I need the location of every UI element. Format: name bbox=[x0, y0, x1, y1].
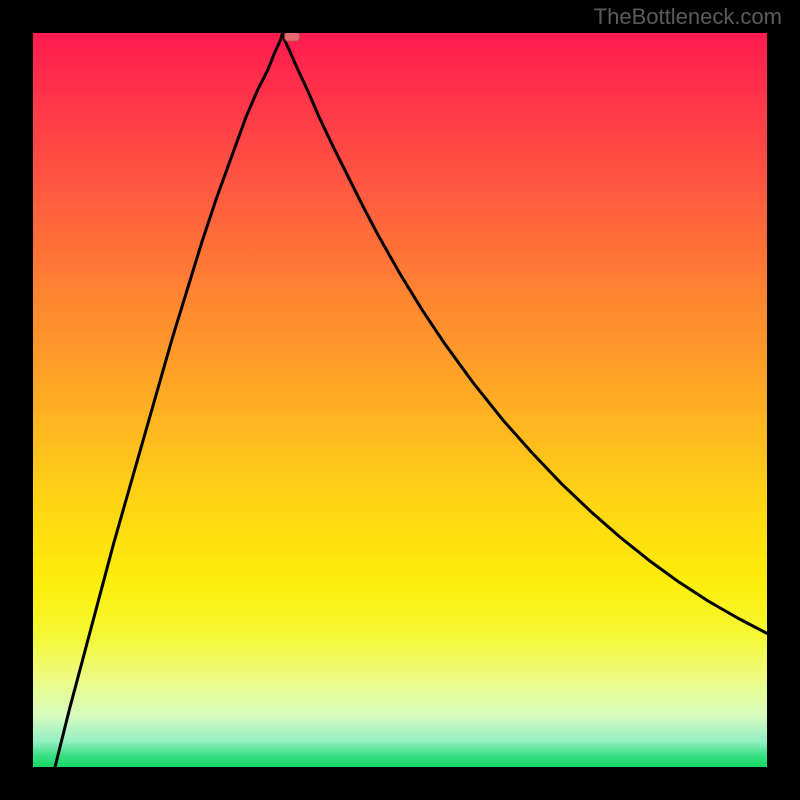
chart-svg bbox=[33, 33, 767, 767]
chart-background bbox=[33, 33, 767, 767]
plot-area bbox=[33, 33, 767, 767]
watermark-text: TheBottleneck.com bbox=[594, 4, 782, 30]
optimum-marker bbox=[285, 33, 300, 41]
chart-frame: TheBottleneck.com bbox=[0, 0, 800, 800]
